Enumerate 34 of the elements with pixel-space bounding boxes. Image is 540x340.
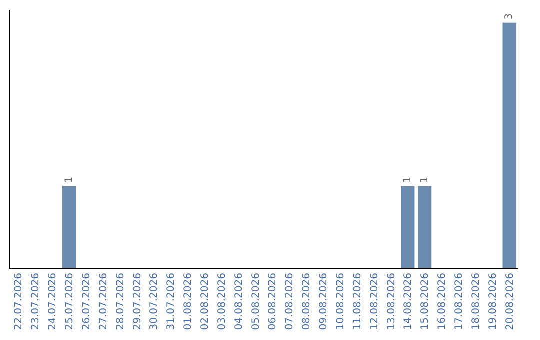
x-tick-label: 17.08.2026 bbox=[454, 273, 465, 330]
x-tick-label: 09.08.2026 bbox=[318, 273, 330, 330]
x-tick-label: 31.07.2026 bbox=[166, 273, 178, 330]
x-tick-label: 03.08.2026 bbox=[216, 273, 228, 330]
x-tick-label: 18.08.2026 bbox=[470, 273, 482, 330]
x-tick-label: 12.08.2026 bbox=[369, 273, 380, 330]
x-tick-label: 22.07.2026 bbox=[14, 273, 25, 330]
x-tick-label: 01.08.2026 bbox=[183, 273, 194, 330]
x-tick-label: 10.08.2026 bbox=[335, 273, 346, 330]
x-tick-label: 02.08.2026 bbox=[200, 273, 211, 330]
x-tick-label: 05.08.2026 bbox=[250, 273, 262, 330]
x-tick-label: 14.08.2026 bbox=[403, 273, 414, 330]
x-tick-label: 29.07.2026 bbox=[132, 273, 144, 330]
x-tick-label: 04.08.2026 bbox=[234, 273, 245, 330]
x-tick-label: 30.07.2026 bbox=[149, 273, 160, 330]
data-label: 1 bbox=[419, 176, 430, 184]
x-tick-label: 23.07.2026 bbox=[30, 273, 42, 330]
x-tick-label: 26.07.2026 bbox=[81, 273, 92, 330]
x-tick-label: 07.08.2026 bbox=[284, 273, 296, 330]
x-tick-label: 06.08.2026 bbox=[268, 273, 279, 330]
x-tick-label: 20.08.2026 bbox=[504, 273, 516, 330]
x-tick-label: 27.07.2026 bbox=[98, 273, 110, 330]
x-tick-label: 24.07.2026 bbox=[48, 273, 59, 330]
x-tick-label: 25.07.2026 bbox=[64, 273, 76, 330]
x-tick-label: 16.08.2026 bbox=[437, 273, 448, 330]
x-tick-label: 11.08.2026 bbox=[352, 273, 364, 330]
x-tick-label: 13.08.2026 bbox=[386, 273, 398, 330]
data-label: 1 bbox=[402, 176, 414, 184]
x-tick-label: 08.08.2026 bbox=[302, 273, 313, 330]
x-tick-label: 19.08.2026 bbox=[488, 273, 499, 330]
x-tick-label: 28.07.2026 bbox=[115, 273, 126, 330]
data-label: 3 bbox=[504, 14, 516, 20]
x-tick-label: 15.08.2026 bbox=[420, 273, 432, 330]
data-label: 1 bbox=[64, 176, 75, 184]
